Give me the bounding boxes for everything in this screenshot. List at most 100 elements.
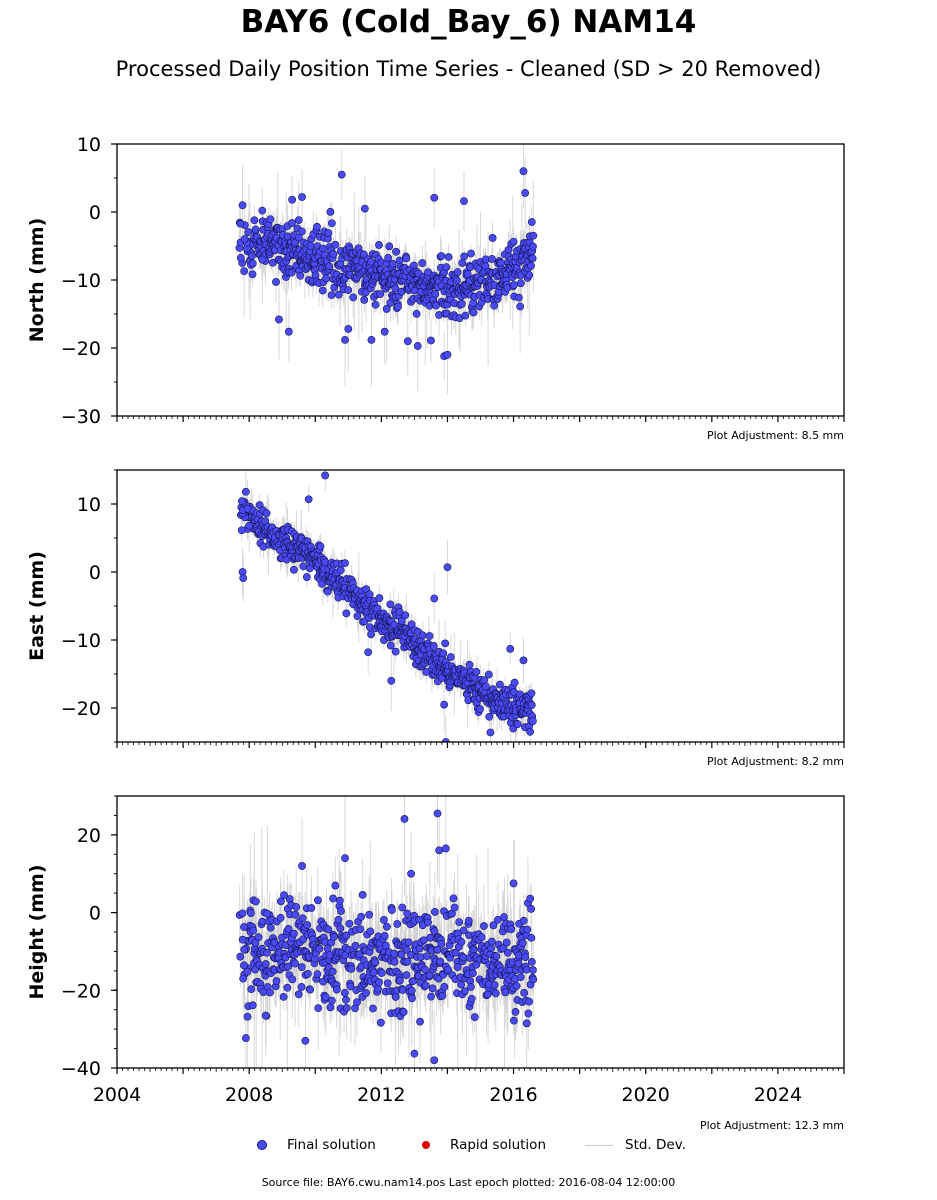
final-solution-point bbox=[459, 953, 468, 962]
final-solution-point bbox=[510, 678, 519, 687]
y-tick-label: −20 bbox=[61, 980, 101, 1002]
final-solution-point bbox=[527, 261, 535, 270]
final-solution-point bbox=[480, 922, 488, 930]
final-solution-point bbox=[261, 960, 270, 968]
final-solution-point bbox=[521, 953, 530, 961]
x-tick-label: 2012 bbox=[357, 1084, 405, 1106]
final-solution-point bbox=[449, 894, 458, 903]
final-solution-point bbox=[364, 648, 373, 657]
final-solution-point bbox=[401, 611, 410, 620]
final-solution-point bbox=[367, 630, 375, 639]
final-solution-point bbox=[457, 300, 466, 308]
final-solution-point bbox=[490, 981, 499, 989]
panel-3-adjustment: Plot Adjustment: 12.3 mm bbox=[699, 1119, 844, 1132]
final-solution-point bbox=[444, 965, 453, 974]
final-solution-point bbox=[431, 290, 440, 298]
final-solution-point bbox=[407, 986, 416, 995]
final-solution-point bbox=[340, 988, 349, 997]
final-solution-point bbox=[329, 933, 338, 941]
final-solution-point bbox=[519, 167, 528, 176]
final-solution-point bbox=[399, 1008, 408, 1016]
final-solution-point bbox=[415, 944, 424, 953]
final-marker-icon bbox=[257, 1140, 267, 1150]
final-solution-point bbox=[495, 680, 504, 689]
final-solution-point bbox=[398, 903, 407, 912]
final-solution-point bbox=[457, 980, 466, 989]
final-solution-point bbox=[486, 728, 495, 737]
final-solution-point bbox=[519, 916, 528, 925]
final-solution-point bbox=[298, 193, 306, 201]
final-solution-point bbox=[254, 933, 263, 942]
final-solution-point bbox=[371, 958, 380, 967]
final-solution-point bbox=[407, 869, 416, 878]
final-solution-point bbox=[258, 255, 267, 264]
final-solution-point bbox=[395, 607, 404, 616]
final-solution-point bbox=[488, 937, 496, 946]
y-tick-label: 0 bbox=[89, 903, 101, 925]
final-solution-point bbox=[467, 249, 475, 258]
final-solution-point bbox=[369, 1004, 377, 1013]
final-solution-point bbox=[388, 906, 396, 915]
final-solution-point bbox=[384, 254, 393, 262]
final-solution-point bbox=[346, 982, 355, 991]
final-solution-point bbox=[240, 923, 248, 931]
final-solution-point bbox=[393, 920, 402, 928]
final-solution-point bbox=[353, 998, 361, 1007]
final-solution-point bbox=[262, 509, 271, 518]
final-solution-point bbox=[366, 927, 375, 936]
final-solution-point bbox=[251, 225, 260, 234]
final-solution-point bbox=[425, 971, 434, 980]
final-solution-point bbox=[516, 279, 525, 288]
final-solution-point bbox=[284, 327, 293, 336]
final-solution-point bbox=[377, 969, 386, 977]
final-solution-point bbox=[408, 994, 416, 1003]
final-solution-point bbox=[467, 994, 476, 1003]
final-solution-point bbox=[412, 309, 421, 318]
final-solution-point bbox=[321, 471, 330, 480]
legend-std: Std. Dev. bbox=[585, 1137, 686, 1153]
final-solution-point bbox=[276, 913, 285, 922]
final-solution-point bbox=[419, 936, 428, 945]
final-solution-point bbox=[430, 193, 439, 202]
final-solution-point bbox=[469, 308, 478, 317]
final-solution-point bbox=[410, 1049, 419, 1058]
rapid-marker-icon bbox=[422, 1141, 430, 1149]
final-solution-point bbox=[516, 973, 525, 982]
final-solution-point bbox=[239, 574, 248, 583]
final-solution-point bbox=[284, 962, 293, 971]
y-tick-label: 0 bbox=[89, 562, 101, 584]
x-tick-label: 2016 bbox=[489, 1084, 537, 1106]
final-solution-point bbox=[336, 924, 345, 933]
final-solution-point bbox=[437, 252, 446, 260]
final-solution-point bbox=[288, 975, 297, 984]
final-solution-point bbox=[431, 908, 439, 916]
final-solution-point bbox=[275, 315, 283, 324]
final-solution-point bbox=[324, 229, 333, 238]
final-solution-point bbox=[332, 985, 341, 994]
final-solution-point bbox=[523, 925, 532, 934]
final-solution-point bbox=[240, 267, 249, 276]
final-solution-point bbox=[459, 926, 468, 935]
final-solution-point bbox=[403, 337, 412, 346]
y-tick-label: 0 bbox=[89, 202, 101, 224]
final-solution-point bbox=[416, 1017, 424, 1026]
final-solution-point bbox=[247, 909, 255, 917]
final-solution-point bbox=[423, 952, 431, 961]
final-solution-point bbox=[391, 647, 400, 656]
final-solution-point bbox=[360, 204, 369, 213]
final-solution-point bbox=[236, 952, 245, 961]
final-solution-point bbox=[266, 988, 274, 997]
final-solution-point bbox=[297, 963, 306, 972]
final-solution-point bbox=[461, 987, 469, 996]
final-solution-point bbox=[279, 992, 288, 1001]
final-solution-point bbox=[519, 656, 528, 665]
final-solution-point bbox=[527, 957, 536, 966]
final-solution-point bbox=[507, 925, 516, 934]
std-line-icon bbox=[585, 1144, 613, 1146]
final-solution-point bbox=[441, 639, 450, 648]
final-solution-point bbox=[521, 189, 530, 197]
y-tick-label: 20 bbox=[77, 825, 101, 847]
final-solution-point bbox=[302, 573, 311, 581]
final-solution-point bbox=[443, 350, 452, 359]
final-solution-point bbox=[238, 497, 246, 506]
